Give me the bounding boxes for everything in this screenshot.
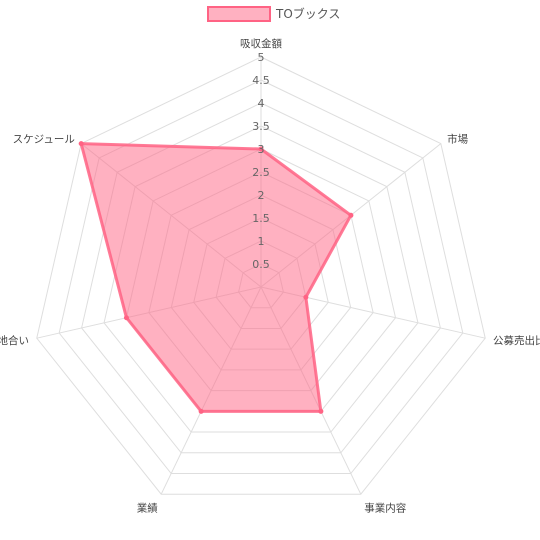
axis-label: スケジュール (13, 134, 75, 146)
axis-label: 吸収金額 (240, 37, 282, 50)
axis-label: 市場 (447, 133, 468, 146)
data-point[interactable] (318, 408, 324, 414)
grid-ring (36, 56, 486, 495)
series-area (79, 142, 353, 413)
data-point[interactable] (78, 141, 84, 147)
radar-axis-labels: 吸収金額市場公募売出比事業内容 業績 地合い スケジュール (0, 37, 540, 514)
axis-label: 業績 (137, 501, 158, 514)
axis-label: 事業内容 (364, 501, 406, 514)
data-point[interactable] (303, 294, 309, 300)
tick-label: 3 (258, 143, 265, 156)
tick-label: 4 (258, 97, 265, 110)
legend[interactable]: TOブックス (207, 6, 340, 22)
axis-label: 公募売出比 (493, 334, 540, 347)
data-point[interactable] (348, 212, 354, 218)
legend-swatch-tobooks[interactable] (207, 6, 271, 22)
radar-series (78, 141, 354, 414)
legend-label-tobooks[interactable]: TOブックス (275, 6, 340, 21)
axis-label: 地合い (0, 334, 29, 347)
radar-tick-labels: 0.5 1 1.5 2 2.5 3 3.5 4 4.5 5 (252, 51, 270, 271)
tick-label: 3.5 (252, 120, 270, 133)
data-point[interactable] (123, 315, 129, 321)
tick-label: 2.5 (252, 166, 270, 179)
data-point[interactable] (258, 146, 264, 152)
tick-label: 1 (258, 235, 265, 248)
tick-label: 1.5 (252, 212, 270, 225)
tick-label: 0.5 (252, 258, 270, 271)
data-point[interactable] (198, 408, 204, 414)
tick-label: 2 (258, 189, 265, 202)
tick-label: 4.5 (252, 74, 270, 87)
tick-label: 5 (258, 51, 265, 64)
